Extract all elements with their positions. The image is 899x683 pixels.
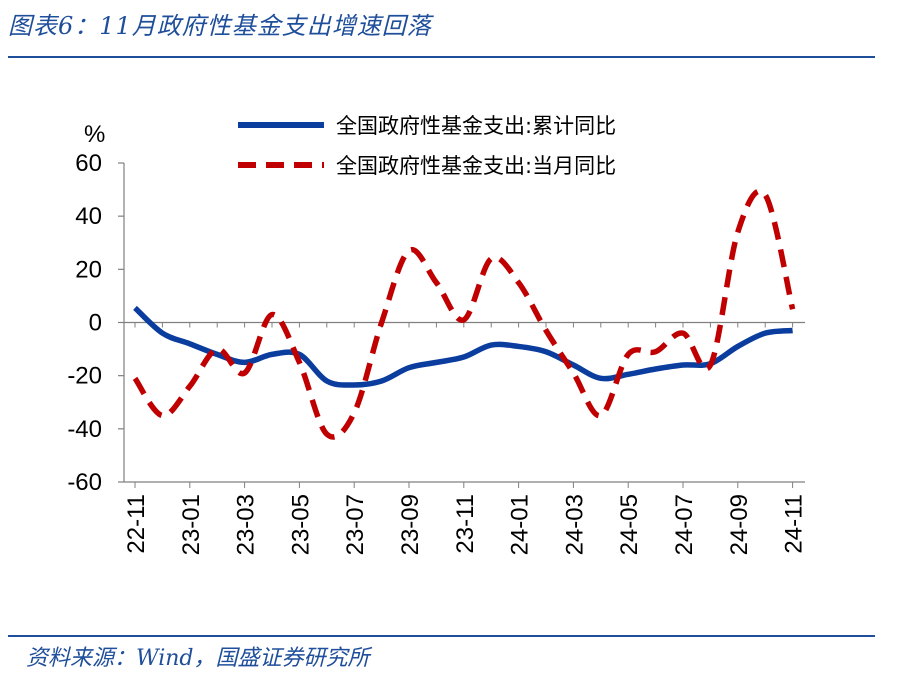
data-point [708, 363, 712, 367]
x-tick-label: 24-07 [671, 494, 698, 555]
y-tick-label: -60 [67, 469, 102, 496]
data-point [681, 363, 685, 367]
title-divider [8, 56, 875, 58]
data-point [380, 379, 384, 383]
data-point [736, 344, 740, 348]
footer-divider [8, 635, 875, 637]
data-point [407, 366, 411, 370]
x-tick-label: 23-03 [233, 494, 260, 555]
x-tick-label: 24-03 [561, 494, 588, 555]
data-point [297, 360, 301, 364]
data-point [654, 367, 658, 371]
x-tick-label: 23-07 [342, 494, 369, 555]
data-point [352, 411, 356, 415]
data-point [133, 376, 137, 380]
chart-series [132, 188, 796, 440]
data-point [188, 384, 192, 388]
data-point [243, 371, 247, 375]
data-point [160, 331, 164, 335]
x-tick-label: 24-01 [507, 494, 534, 555]
data-point [462, 355, 466, 359]
data-point [489, 257, 493, 261]
data-point [270, 352, 274, 356]
data-point [243, 360, 247, 364]
x-tick-label: 24-11 [781, 494, 808, 554]
legend-item: 全国政府性基金支出:累计同比 [238, 114, 616, 138]
data-point [517, 281, 521, 285]
series-line [133, 305, 793, 388]
chart-title: 图表6：11月政府性基金支出增速回落 [8, 12, 432, 40]
x-tick-label: 23-11 [452, 494, 479, 554]
data-point [626, 372, 630, 376]
data-point [325, 379, 329, 383]
y-tick-label: 20 [75, 256, 102, 283]
data-point [626, 352, 630, 356]
legend-item: 全国政府性基金支出:当月同比 [238, 154, 616, 178]
data-point [763, 331, 767, 335]
series-monthly-yoy [132, 188, 796, 440]
data-point [270, 313, 274, 317]
x-tick-label: 24-09 [726, 494, 753, 555]
data-point [215, 352, 219, 356]
series-line [132, 188, 796, 440]
x-tick-label: 23-01 [178, 494, 205, 555]
data-point [654, 350, 658, 354]
x-tick-label: 22-11 [123, 494, 150, 554]
data-point [791, 307, 795, 311]
data-point [133, 306, 137, 310]
data-point [462, 318, 466, 322]
y-axis-unit: % [84, 121, 105, 148]
data-point [736, 230, 740, 234]
x-tick-label: 23-05 [287, 494, 314, 555]
legend-label: 全国政府性基金支出:累计同比 [336, 114, 616, 138]
data-point [517, 344, 521, 348]
y-tick-label: 60 [75, 150, 102, 177]
x-tick-label: 23-09 [397, 494, 424, 555]
data-point [791, 328, 795, 332]
data-point [325, 432, 329, 436]
y-tick-label: 40 [75, 203, 102, 230]
data-point [763, 193, 767, 197]
x-tick-label: 24-05 [616, 494, 643, 555]
data-point [215, 347, 219, 351]
data-point [681, 331, 685, 335]
data-point [544, 328, 548, 332]
y-tick-label: 0 [89, 310, 102, 337]
data-point [380, 321, 384, 325]
data-point [434, 281, 438, 285]
data-point [544, 350, 548, 354]
y-tick-label: -40 [67, 416, 102, 443]
data-point [160, 414, 164, 418]
data-point [571, 371, 575, 375]
data-point [434, 360, 438, 364]
data-point [188, 342, 192, 346]
source-note: 资料来源：Wind，国盛证券研究所 [26, 646, 370, 671]
legend-label: 全国政府性基金支出:当月同比 [336, 154, 616, 178]
y-tick-label: -20 [67, 363, 102, 390]
data-point [407, 249, 411, 253]
data-point [599, 376, 603, 380]
chart-axes: 60 40 20 0 -20 -40 -60% 22-11 23-01 23-03 23-05 23-… [67, 121, 807, 555]
data-point [489, 343, 493, 347]
series-cumulative-yoy [133, 305, 795, 388]
data-point [599, 414, 603, 418]
data-point [352, 383, 356, 387]
